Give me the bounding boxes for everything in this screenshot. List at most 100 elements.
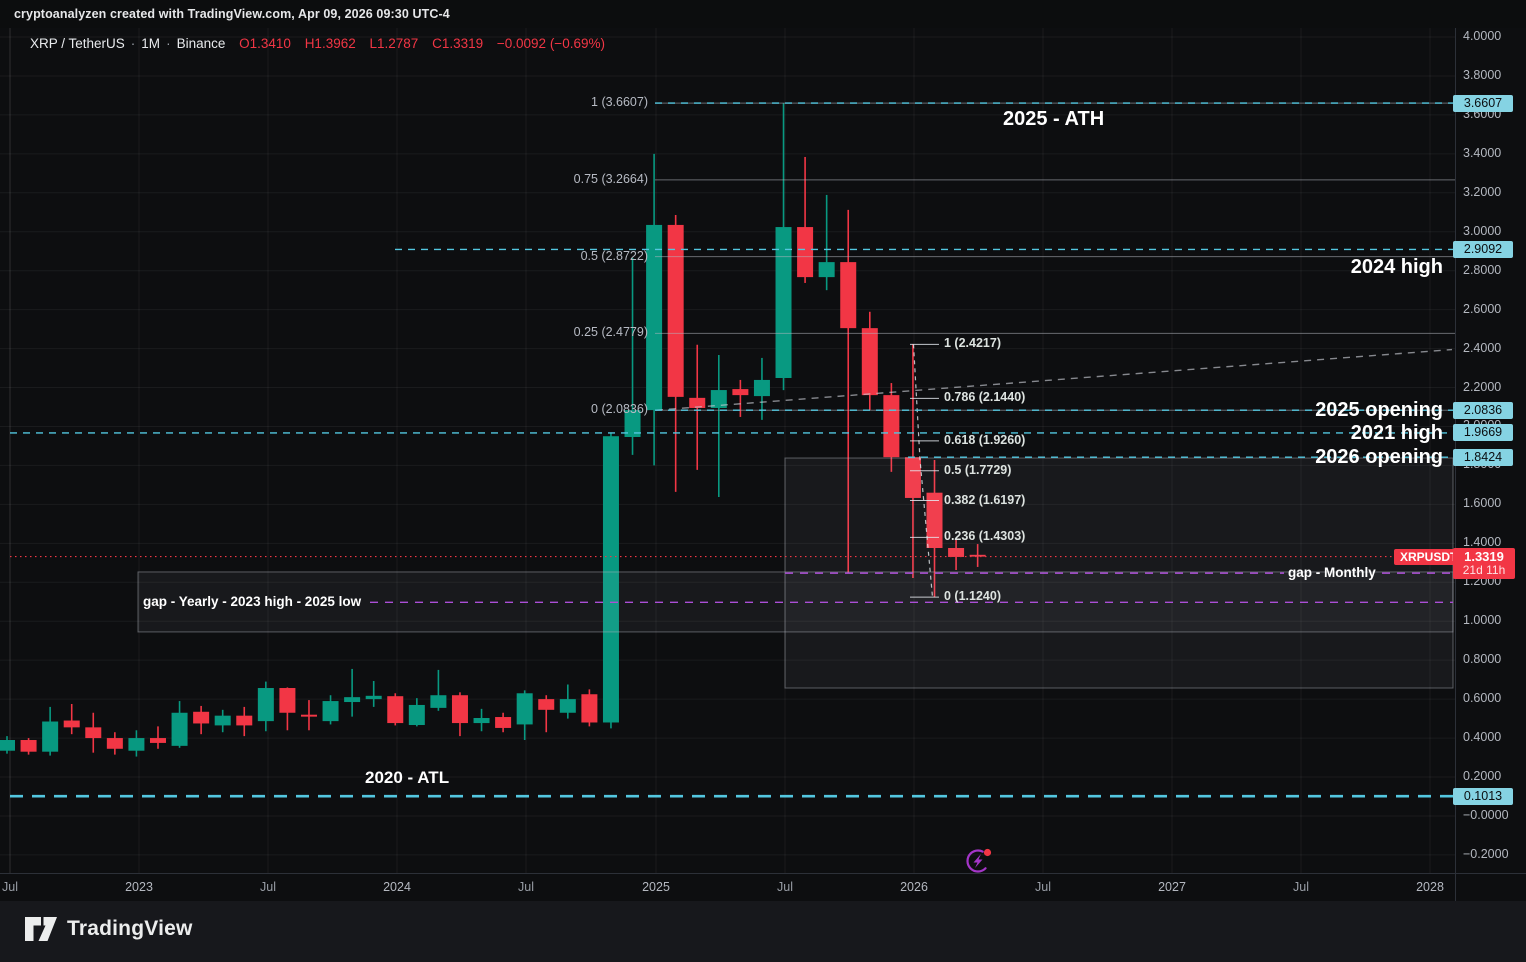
- plot-layer: [0, 28, 1455, 873]
- ohlc-low: L1.2787: [369, 36, 419, 51]
- time-tick-label: 2024: [383, 880, 411, 894]
- price-tick-label: 2.2000: [1463, 379, 1502, 394]
- time-tick-label: Jul: [1293, 880, 1309, 894]
- tradingview-logo[interactable]: TradingView: [24, 916, 193, 942]
- annotation-2021-high[interactable]: 2021 high: [1350, 422, 1443, 444]
- separator-dot: ·: [166, 36, 171, 51]
- ohlc-high: H1.3962: [304, 36, 356, 51]
- candle-body: [840, 262, 857, 329]
- annotation-2026-opening[interactable]: 2026 opening: [1315, 446, 1443, 468]
- time-tick-label: Jul: [2, 880, 18, 894]
- symbol-info-row[interactable]: XRP / TetherUS · 1M · Binance O1.3410 H1.396…: [30, 36, 605, 51]
- candle-body: [495, 717, 512, 728]
- bar-countdown: 21d 11h: [1462, 563, 1506, 578]
- gridlines: [0, 28, 1455, 873]
- candle-body: [473, 718, 490, 724]
- level-price-badge: 0.1013: [1453, 787, 1513, 805]
- price-tick-label: −0.2000: [1463, 846, 1509, 861]
- candle-body: [818, 262, 835, 278]
- price-tick-label: 3.8000: [1463, 67, 1502, 82]
- time-tick-label: 2028: [1416, 880, 1444, 894]
- last-price-value: 1.3319: [1464, 549, 1504, 565]
- fib-retracement[interactable]: [655, 102, 1455, 411]
- candle-body: [193, 711, 210, 724]
- credit-text: cryptoanalyzen created with TradingView.…: [14, 7, 450, 21]
- ohlc-change: −0.0092 (−0.69%): [496, 36, 605, 51]
- tradingview-logo-text: TradingView: [67, 917, 193, 940]
- price-tick-label: 3.4000: [1463, 145, 1502, 160]
- price-tick-label: 2.6000: [1463, 301, 1502, 316]
- time-tick-label: 2023: [125, 880, 153, 894]
- time-tick-label: Jul: [777, 880, 793, 894]
- candle-body: [408, 704, 425, 726]
- fib-level-label: 0.5 (2.8722): [580, 248, 648, 263]
- time-tick-label: Jul: [260, 880, 276, 894]
- fib-extension-label: 0 (1.1240): [944, 589, 1001, 604]
- candle-body: [257, 688, 274, 722]
- price-axis[interactable]: 1.3319 21d 11h 4.0000 3.8000 3.6000 3.4000 3…: [1453, 28, 1526, 873]
- candle-body: [279, 688, 296, 713]
- level-price-badge: 2.9092: [1453, 240, 1513, 258]
- exchange-label: Binance: [176, 36, 226, 51]
- candle-body: [732, 389, 749, 396]
- price-tick-label: 3.0000: [1463, 223, 1502, 238]
- candle-body: [0, 740, 15, 751]
- annotation-2020-atl[interactable]: 2020 - ATL: [365, 768, 450, 787]
- candle-body: [236, 715, 253, 726]
- separator-dot: ·: [130, 36, 136, 51]
- fib-level-label: 0 (2.0836): [591, 402, 648, 417]
- candle-body: [624, 410, 641, 437]
- candle-body: [214, 715, 231, 726]
- ohlc-open: O1.3410: [239, 36, 291, 51]
- candle-body: [20, 740, 37, 752]
- price-tick-label: 3.2000: [1463, 184, 1502, 199]
- credit-bar: cryptoanalyzen created with TradingView.…: [0, 0, 1526, 28]
- level-price-badge: 2.0836: [1453, 401, 1513, 419]
- candle-body: [797, 227, 814, 278]
- candle-body: [969, 554, 986, 557]
- candle-body: [430, 695, 447, 708]
- last-price-badge: 1.3319 21d 11h: [1453, 548, 1515, 580]
- candle-body: [344, 697, 361, 703]
- candle-body: [904, 457, 921, 498]
- price-tick-label: 1.6000: [1463, 496, 1502, 511]
- candle-body: [538, 699, 555, 710]
- chart-plot-area[interactable]: [0, 28, 1455, 873]
- candle-body: [926, 492, 943, 548]
- candle-body: [646, 224, 663, 411]
- fib-extension-label: 0.786 (2.1440): [944, 390, 1026, 405]
- fib-extension[interactable]: [910, 343, 939, 598]
- candle-body: [322, 701, 339, 722]
- annotation-2024-high[interactable]: 2024 high: [1350, 256, 1443, 278]
- candle-body: [883, 395, 900, 458]
- annotation-gap-yearly[interactable]: gap - Yearly - 2023 high - 2025 low: [143, 594, 362, 609]
- candle-body: [753, 379, 770, 397]
- candle-body: [602, 436, 619, 723]
- candle-body: [387, 696, 404, 724]
- fib-extension-label: 1 (2.4217): [944, 336, 1001, 351]
- lightning-events-icon[interactable]: [963, 845, 995, 877]
- fib-extension-label: 0.236 (1.4303): [944, 529, 1026, 544]
- price-tick-label: 1.4000: [1463, 535, 1502, 550]
- price-tick-label: 2.4000: [1463, 340, 1502, 355]
- interval-label[interactable]: 1M: [141, 36, 161, 51]
- annotation-2025-opening[interactable]: 2025 opening: [1315, 399, 1443, 421]
- time-tick-label: Jul: [1035, 880, 1051, 894]
- candle-body: [581, 694, 598, 723]
- time-tick-label: 2027: [1158, 880, 1186, 894]
- candle-body: [149, 738, 166, 743]
- price-tick-label: 4.0000: [1463, 29, 1502, 43]
- annotation-gap-monthly[interactable]: gap - Monthly: [1288, 565, 1376, 580]
- candle-body: [128, 738, 145, 751]
- fib-extension-label: 0.382 (1.6197): [944, 492, 1026, 507]
- price-tick-label: 2.8000: [1463, 262, 1502, 277]
- symbol-name[interactable]: XRP / TetherUS: [30, 36, 125, 51]
- fib-extension-label: 0.5 (1.7729): [944, 462, 1012, 477]
- time-axis[interactable]: Jul 2023 Jul 2024 Jul 2025 Jul 2026 Jul 2027 Jul 20…: [0, 873, 1455, 901]
- annotation-2025-ath[interactable]: 2025 - ATH: [1003, 108, 1105, 130]
- ohlc-close: C1.3319: [432, 36, 484, 51]
- price-tick-label: 1.0000: [1463, 613, 1502, 628]
- trendline-dashed[interactable]: [655, 348, 1453, 411]
